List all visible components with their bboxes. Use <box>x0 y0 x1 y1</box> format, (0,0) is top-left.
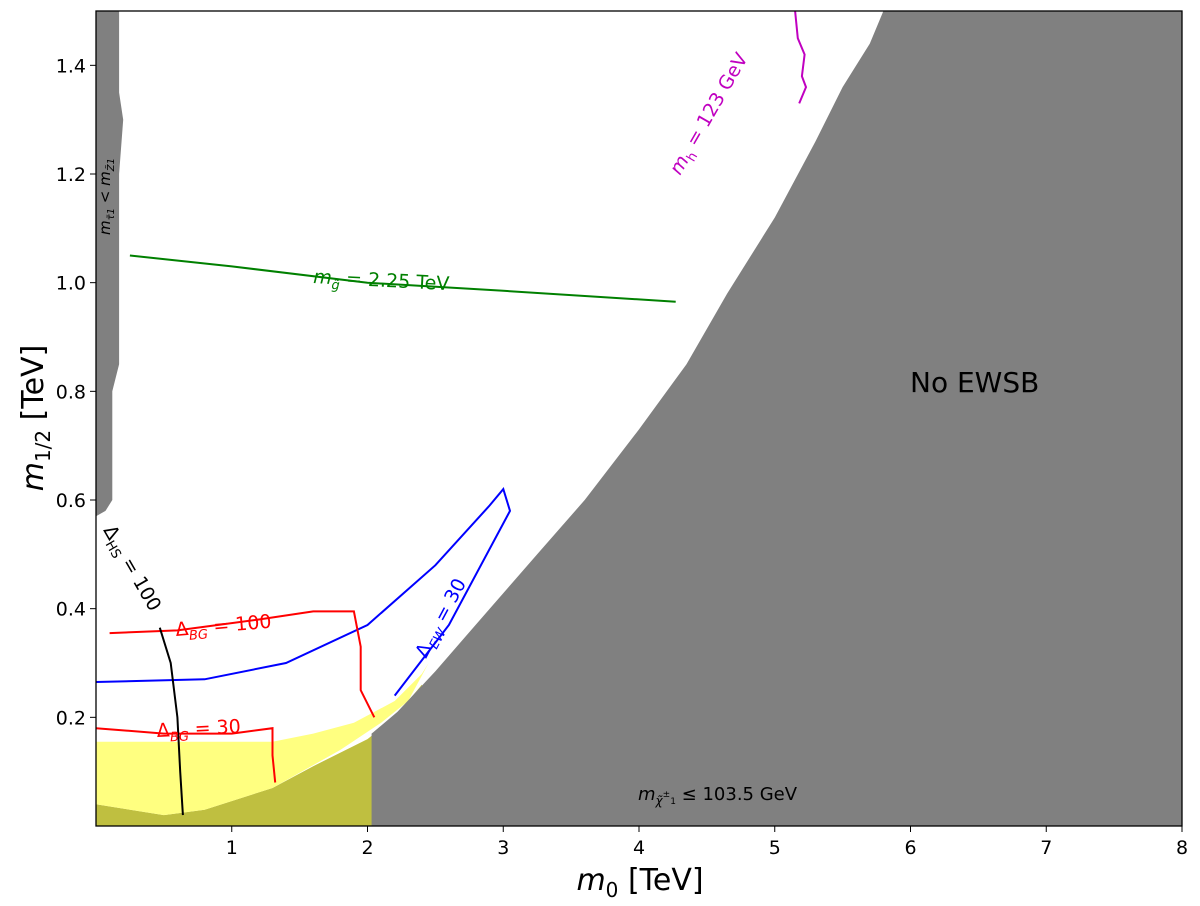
x-tick-label: 2 <box>361 837 373 859</box>
contour-delta-bg-100 <box>109 610 376 718</box>
x-tick-label: 7 <box>1040 837 1052 859</box>
label-no-ewsb: No EWSB <box>910 366 1039 399</box>
region-no-ewsb <box>371 11 1182 826</box>
label-chargino-limit: mχ̃±1 ≤ 103.5 GeV <box>638 784 798 808</box>
x-tick-label: 3 <box>497 837 509 859</box>
region-stau-lsp <box>96 11 124 517</box>
y-tick-label: 0.2 <box>56 707 86 729</box>
contour-mhiggs <box>794 10 808 104</box>
x-tick-label: 5 <box>769 837 781 859</box>
y-tick-label: 0.8 <box>56 381 86 403</box>
y-tick-label: 0.4 <box>56 599 86 621</box>
y-axis-title: m1/2 [TeV] <box>16 345 55 492</box>
region-allowed-yellow <box>96 663 429 816</box>
x-tick-label: 8 <box>1176 837 1188 859</box>
y-tick-label: 1.4 <box>56 55 86 77</box>
x-tick-label: 6 <box>904 837 916 859</box>
x-tick-label: 4 <box>633 837 645 859</box>
contour-delta-ew-30 <box>95 487 512 697</box>
label-stau-lsp: mτ̃1 < mZ̃1 <box>96 158 117 235</box>
contour-mgluino <box>129 254 676 303</box>
x-tick-label: 1 <box>226 837 238 859</box>
y-tick-label: 1.0 <box>56 273 86 295</box>
contour-delta-hs-100 <box>158 627 184 816</box>
y-tick-label: 1.2 <box>56 164 86 186</box>
y-tick-label: 0.6 <box>56 490 86 512</box>
axis-ticks: 1 2 3 4 5 6 7 8 0.2 0.4 0.6 0.8 1.0 1.2 1.4 <box>56 55 1188 859</box>
x-axis-title: m0 [TeV] <box>576 863 703 902</box>
contour-delta-bg-30 <box>95 727 277 783</box>
